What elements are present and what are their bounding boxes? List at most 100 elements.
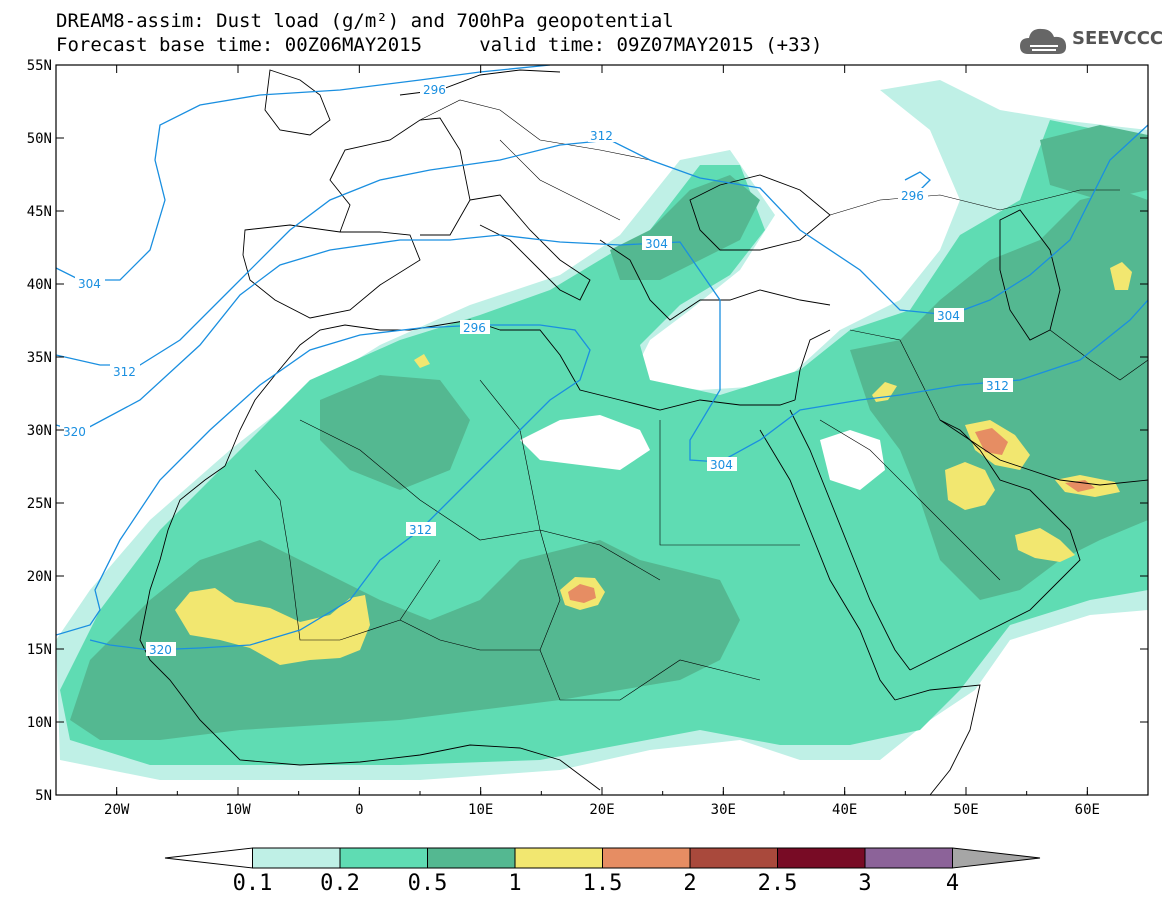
dust-region-1-west — [175, 588, 370, 665]
dust-region-1-arabia — [945, 462, 995, 510]
coast-greece-turkey — [599, 239, 831, 321]
contour-label: 312 — [590, 129, 613, 143]
coast-black-sea — [689, 174, 831, 251]
colorbar-swatch — [427, 847, 516, 869]
lat-tick-label: 35N — [27, 350, 52, 366]
dust-region-1-syria — [872, 382, 897, 402]
dust-region-1-caspian — [1110, 262, 1132, 290]
contour-label-group: 296 304 312 320 312 304 296 304 312 320 … — [60, 82, 1013, 657]
coast-west-africa — [139, 465, 601, 791]
dust-region-0-5-east — [850, 190, 1148, 600]
contour-296-west — [56, 65, 551, 281]
border-central-asia — [1049, 329, 1148, 381]
contour-label: 296 — [463, 321, 486, 335]
colorbar-label: 2 — [683, 871, 696, 896]
lon-tick-label: 10W — [225, 802, 251, 818]
contour-label: 320 — [63, 425, 86, 439]
coast-levant — [794, 329, 831, 401]
contour-296-east — [904, 171, 931, 191]
dust-region-0-5-sahara — [320, 375, 470, 490]
dust-region-0-5-balkans — [610, 175, 760, 280]
lon-tick-label: 0 — [355, 802, 363, 818]
contour-label: 312 — [986, 379, 1009, 393]
border-niger — [399, 619, 540, 651]
lat-tick-label: 50N — [27, 131, 52, 147]
colorbar-label: 0.1 — [233, 871, 273, 896]
lat-tick-label: 25N — [27, 496, 52, 512]
coast-red-sea-west — [759, 429, 896, 701]
geopotential-contours — [56, 65, 1148, 651]
lat-tick-label: 55N — [27, 58, 52, 74]
contour-label: 296 — [423, 83, 446, 97]
colorbar-label: 0.5 — [408, 871, 448, 896]
lat-tick-label: 45N — [27, 204, 52, 220]
coast-britain — [264, 69, 331, 136]
coast-red-sea-east — [789, 409, 911, 671]
border-saudi — [819, 419, 1001, 581]
dust-region-1-algeria — [414, 354, 430, 368]
border-algeria — [299, 419, 541, 541]
lon-tick-label: 20W — [104, 802, 130, 818]
border-egypt — [659, 420, 800, 546]
contour-label: 320 — [149, 643, 172, 657]
border-chad-sudan — [539, 529, 761, 701]
contour-label: 312 — [113, 365, 136, 379]
colorbar-label: 4 — [946, 871, 959, 896]
dust-region-1-oman — [1015, 528, 1075, 562]
clear-patch-libya — [520, 415, 650, 470]
colorbar-swatch — [777, 847, 866, 869]
coast-italy — [469, 194, 591, 301]
coastlines — [139, 69, 1148, 795]
contour-304-west — [56, 124, 1148, 366]
map-subtitle: Forecast base time: 00Z06MAY2015 valid t… — [56, 34, 823, 56]
lon-tick-label: 50E — [953, 802, 978, 818]
borders — [254, 99, 1148, 701]
colorbar-label: 3 — [858, 871, 871, 896]
coast-north-africa — [500, 329, 796, 411]
contour-label: 312 — [409, 523, 432, 537]
colorbar-label: 2.5 — [758, 871, 798, 896]
lat-tick-label: 10N — [27, 715, 52, 731]
lat-tick-label: 5N — [35, 788, 52, 804]
dust-region-1-5-gulf — [975, 428, 1008, 455]
coast-iberia — [242, 224, 421, 319]
lon-tick-label: 30E — [711, 802, 736, 818]
longitude-axis: 20W 10W 0 10E 20E 30E 40E 50E 60E — [55, 65, 1149, 818]
lat-tick-label: 30N — [27, 423, 52, 439]
lat-tick-label: 20N — [27, 569, 52, 585]
lon-tick-label: 20E — [589, 802, 614, 818]
contour-label: 296 — [901, 189, 924, 203]
contour-label: 304 — [710, 458, 733, 472]
border-iraq-iran — [849, 329, 941, 421]
colorbar-swatch — [602, 847, 691, 869]
contour-320-main — [56, 324, 591, 651]
colorbar: 0.1 0.2 0.5 1 1.5 2 2.5 3 4 — [164, 847, 1041, 896]
dust-region-0-5-north — [1040, 125, 1148, 200]
colorbar-label: 1.5 — [583, 871, 623, 896]
colorbar-swatch — [514, 847, 603, 869]
coast-arabia — [909, 419, 1081, 671]
colorbar-swatch — [252, 847, 341, 869]
coast-gulf — [939, 419, 1148, 486]
logo-text: SEEVCCC — [1072, 28, 1164, 49]
border-europe-2 — [499, 139, 621, 221]
contour-label: 304 — [78, 277, 101, 291]
colorbar-swatch — [689, 847, 778, 869]
latitude-axis: 55N 50N 45N 40N 35N 30N 25N 20N 15N 10N 5N — [27, 58, 1148, 804]
contour-312-west — [56, 234, 1148, 463]
colorbar-label: 1 — [508, 871, 521, 896]
dust-fields — [56, 80, 1148, 780]
contour-label: 304 — [645, 237, 668, 251]
colorbar-swatch — [952, 847, 1041, 869]
lon-tick-label: 40E — [832, 802, 857, 818]
border-russia — [829, 189, 1120, 216]
map-title: DREAM8-assim: Dust load (g/m²) and 700hP… — [56, 10, 674, 32]
lat-tick-label: 15N — [27, 642, 52, 658]
lon-tick-label: 60E — [1075, 802, 1100, 818]
colorbar-swatch — [164, 847, 253, 869]
colorbar-swatch — [864, 847, 953, 869]
lat-tick-label: 40N — [27, 277, 52, 293]
coast-iberia-morocco — [224, 319, 501, 467]
colorbar-swatch — [339, 847, 428, 869]
